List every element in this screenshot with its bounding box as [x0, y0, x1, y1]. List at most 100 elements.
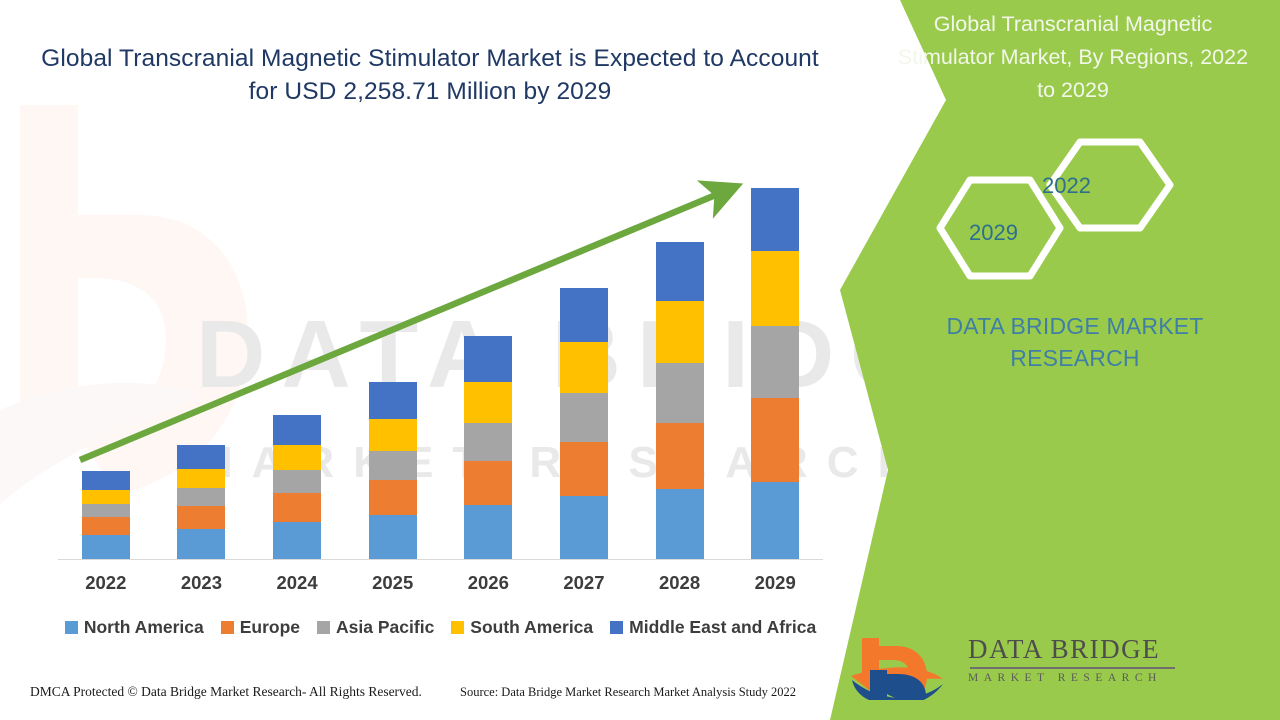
bar-column — [441, 150, 536, 560]
bar-segment — [559, 342, 608, 393]
copyright-notice: DMCA Protected © Data Bridge Market Rese… — [30, 684, 422, 699]
bar-segment — [81, 490, 130, 504]
bar-segment — [273, 522, 322, 560]
bar-stack — [464, 336, 513, 560]
bar-segment — [177, 488, 226, 506]
bar-stack — [177, 445, 226, 560]
bar-segment — [655, 423, 704, 489]
legend-swatch-icon — [610, 621, 624, 634]
plot-area — [58, 150, 823, 560]
bar-segment — [464, 382, 513, 423]
legend-label: North America — [83, 617, 204, 637]
bar-segment — [464, 505, 513, 560]
bar-segment — [81, 517, 130, 535]
hexagon-2022-label: 2022 — [1042, 173, 1091, 198]
legend-label: South America — [470, 617, 594, 637]
bar-segment — [177, 445, 226, 469]
bar-segment — [368, 480, 417, 515]
bar-segment — [368, 419, 417, 451]
legend-swatch-icon — [451, 621, 465, 634]
x-axis-label: 2028 — [658, 572, 701, 593]
bar-segment — [368, 382, 417, 419]
logo-sub-text: MARKET RESEARCH — [968, 671, 1162, 684]
legend-swatch-icon — [64, 621, 78, 634]
legend-swatch-icon — [220, 621, 234, 634]
logo-main-text: DATA BRIDGE — [968, 634, 1161, 664]
chart-title: Global Transcranial Magnetic Stimulator … — [41, 45, 819, 105]
bar-stack — [368, 382, 417, 560]
legend-item[interactable]: Europe — [220, 617, 301, 638]
bar-column — [728, 150, 823, 560]
x-axis-label: 2027 — [563, 572, 605, 593]
legend-item[interactable]: Middle East and Africa — [610, 617, 816, 638]
bar-segment — [81, 535, 130, 560]
legend-label: Asia Pacific — [336, 617, 435, 637]
databridge-mark-icon — [851, 638, 943, 707]
x-axis-line — [58, 559, 823, 560]
bar-segment — [655, 301, 704, 363]
branding-content: Global Transcranial Magnetic Stimulator … — [830, 0, 1280, 720]
hexagon-2022-icon — [1046, 138, 1174, 232]
x-axis-labels: 2022 2023 2024 2025 2026 2027 2028 2029 — [58, 572, 823, 594]
bar-segment — [177, 469, 226, 488]
company-logo: DATA BRIDGE MARKET RESEARCH — [848, 632, 1268, 707]
bar-column — [154, 150, 249, 560]
bar-stack — [273, 415, 322, 560]
bar-segment — [655, 489, 704, 560]
bar-segment — [177, 529, 226, 560]
bar-segment — [655, 363, 704, 423]
stacked-bar-series — [58, 150, 823, 560]
bar-segment — [559, 442, 608, 496]
bar-column — [58, 150, 153, 560]
x-axis-label: 2022 — [85, 572, 127, 593]
bar-segment — [368, 451, 417, 480]
bar-column — [632, 150, 727, 560]
bar-segment — [559, 393, 608, 442]
bar-segment — [464, 461, 513, 505]
bar-segment — [751, 251, 800, 326]
legend-label: Middle East and Africa — [629, 617, 817, 637]
logo-wordmark: DATA BRIDGE MARKET RESEARCH — [968, 634, 1175, 684]
bar-column — [345, 150, 440, 560]
bar-segment — [464, 336, 513, 382]
x-axis-label: 2023 — [180, 572, 223, 593]
source-note: Source: Data Bridge Market Research Mark… — [460, 685, 797, 699]
bar-segment — [751, 326, 800, 398]
legend-item[interactable]: South America — [451, 617, 593, 638]
bar-segment — [368, 515, 417, 560]
bar-column — [250, 150, 345, 560]
x-axis-label: 2029 — [754, 572, 796, 593]
chart-panel: Global Transcranial Magnetic Stimulator … — [30, 45, 823, 699]
bar-segment — [655, 242, 704, 301]
legend-swatch-icon — [317, 621, 331, 634]
legend-item[interactable]: Asia Pacific — [317, 617, 434, 638]
bar-segment — [751, 398, 800, 482]
chart-legend: North America Europe Asia Pacific South Ame… — [58, 617, 823, 638]
hexagon-2029-label: 2029 — [969, 220, 1018, 245]
bar-stack — [559, 288, 608, 560]
bar-segment — [559, 496, 608, 560]
hexagon-2029-icon — [936, 176, 1064, 280]
x-axis-label: 2026 — [467, 572, 509, 593]
bar-segment — [751, 482, 800, 560]
brand-name: DATA BRIDGE MARKET RESEARCH — [946, 313, 1204, 371]
bar-column — [536, 150, 631, 560]
bar-segment — [273, 445, 322, 470]
hexagon-badges — [936, 138, 1174, 280]
bar-segment — [751, 188, 800, 251]
bar-segment — [559, 288, 608, 342]
bar-segment — [464, 423, 513, 461]
bar-segment — [177, 506, 226, 529]
bar-segment — [273, 470, 322, 493]
x-axis-label: 2025 — [372, 572, 414, 593]
bar-stack — [655, 242, 704, 560]
legend-label: Europe — [239, 617, 301, 637]
bar-segment — [273, 493, 322, 522]
bar-segment — [81, 471, 130, 490]
bar-stack — [751, 188, 800, 560]
panel-title: Global Transcranial Magnetic Stimulator … — [897, 12, 1249, 102]
bar-segment — [273, 415, 322, 445]
x-axis-label: 2024 — [276, 572, 318, 593]
legend-item[interactable]: North America — [64, 617, 204, 638]
